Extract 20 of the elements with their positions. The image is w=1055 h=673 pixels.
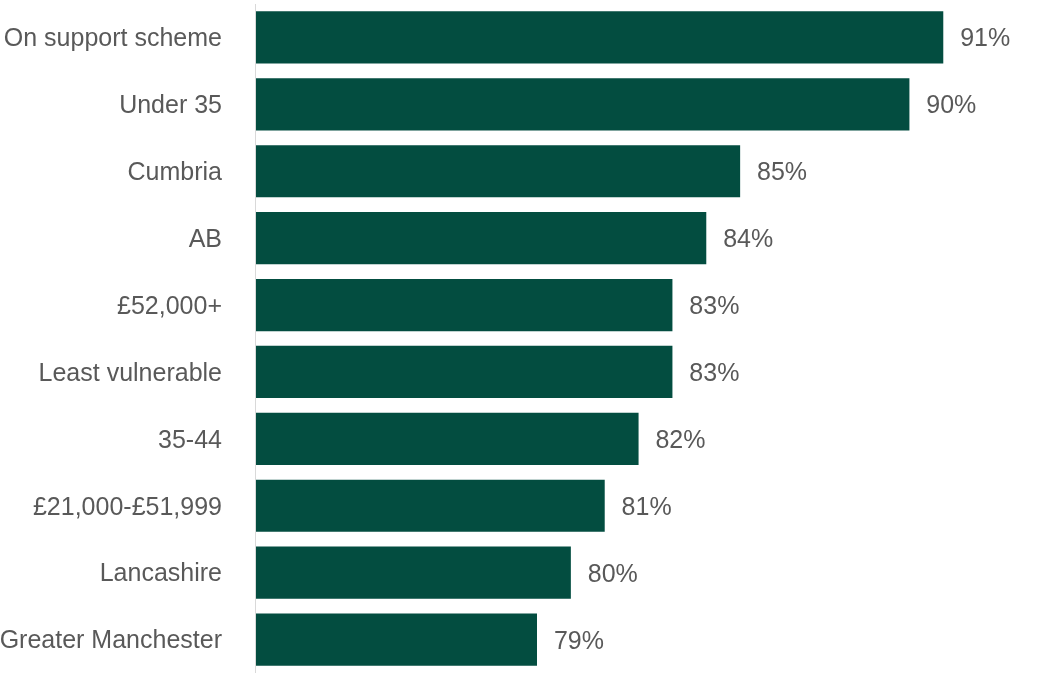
y-tick-label: AB (188, 223, 222, 252)
data-label: 81% (607, 491, 672, 520)
data-label: 85% (743, 157, 808, 186)
data-label: 83% (675, 357, 740, 386)
y-tick-label: Least vulnerable (38, 357, 222, 386)
y-tick-label: Under 35 (119, 90, 222, 119)
y-tick-label: On support scheme (3, 23, 222, 52)
data-label: 91% (946, 23, 1011, 52)
y-tick-label: Cumbria (127, 157, 223, 185)
y-tick-label: £52,000+ (117, 290, 222, 319)
data-label: 82% (641, 424, 706, 453)
y-tick-label: £21,000-£51,999 (32, 491, 222, 520)
data-label: 83% (675, 291, 740, 320)
y-tick-label: 35-44 (158, 424, 223, 453)
data-label: 79% (540, 625, 604, 654)
y-tick-label: Lancashire (99, 558, 222, 587)
data-label: 84% (709, 224, 774, 253)
y-tick-label: Greater Manchester (0, 625, 222, 654)
data-label: 80% (573, 558, 638, 587)
data-label: 90% (912, 90, 977, 119)
